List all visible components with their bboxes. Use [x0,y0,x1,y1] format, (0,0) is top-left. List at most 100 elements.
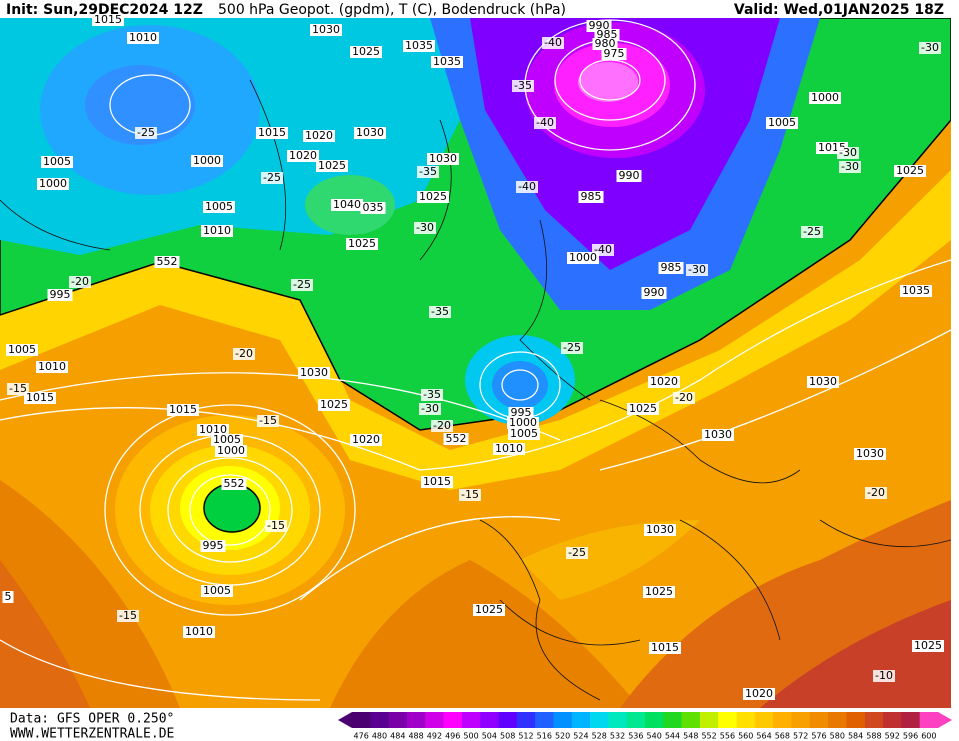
isobar-label: 990 [644,286,665,299]
isobar-label: 1035 [405,39,433,52]
colorbar-label: 516 [537,732,552,741]
isobar-label: 1025 [914,639,942,652]
label-box [766,117,798,129]
temperature-label: -25 [563,341,581,354]
label-box [912,640,944,652]
isobar-label: 1010 [203,224,231,237]
colorbar-swatch [736,712,756,728]
label-box [649,642,681,654]
temperature-label: -25 [568,546,586,559]
label-box [24,392,56,404]
label-box [287,150,319,162]
label-box [900,285,932,297]
label-box [69,276,91,288]
colorbar-label: 528 [592,732,607,741]
temperature-label: -30 [416,221,434,234]
temperature-label: -25 [803,225,821,238]
label-box [616,170,642,182]
label-box [459,489,481,501]
colorbar-label: 488 [408,732,423,741]
label-box [512,80,534,92]
isobar-label: 1020 [650,375,678,388]
isobar-label: 1000 [509,416,537,429]
colorbar-label: 508 [500,732,515,741]
colorbar-swatch [901,712,921,728]
label-box [215,445,247,457]
colorbar-label: 536 [628,732,643,741]
isobar-label: 980 [595,37,616,50]
isobar-label: 1015 [94,13,122,26]
label-box [686,264,708,276]
isobar-label: 995 [203,539,224,552]
colorbar-swatch [425,712,445,728]
colorbar-label: 580 [830,732,845,741]
colorbar-label: 512 [518,732,533,741]
temperature-label: -15 [9,382,27,395]
label-box [429,306,451,318]
isobar-label: 552 [157,255,178,268]
isobar-label: 995 [50,288,71,301]
isobar-label: 1020 [352,433,380,446]
colorbar-swatch [480,712,499,728]
isobar-label: 552 [224,477,245,490]
label-box [419,403,441,415]
label-box [801,226,823,238]
label-box [807,376,839,388]
isobar-label: 1015 [169,403,197,416]
temperature-label: -15 [461,488,479,501]
temperature-label: -35 [431,305,449,318]
temperature-label: -20 [675,391,693,404]
temperature-label: -30 [839,146,857,159]
isobar-label: 1030 [856,447,884,460]
isobar-label: 1005 [205,200,233,213]
isobar-label: 1010 [129,31,157,44]
colorbar-swatch [498,712,518,728]
label-box [346,238,378,250]
label-box [201,225,233,237]
isobar-label: 1020 [745,687,773,700]
isobar-label: 035 [363,201,384,214]
isobar-label: 985 [581,190,602,203]
colorbar-label: 568 [775,732,790,741]
temperature-label: -40 [536,116,554,129]
label-box [873,670,895,682]
isobar-label: 1000 [811,91,839,104]
label-box [221,478,247,490]
label-box [316,160,348,172]
isobar-label: 1000 [569,251,597,264]
isobar-label: 1005 [213,433,241,446]
isobar-label: 990 [589,19,610,32]
isobar-label: 985 [661,261,682,274]
colorbar-swatch [791,712,811,728]
colorbar-swatch [352,712,371,728]
temperature-label: -25 [293,278,311,291]
label-box [37,178,69,190]
isobar-label: 1005 [510,427,538,440]
colorbar-swatch [681,712,701,728]
isobar-label: 1010 [495,442,523,455]
isobar-label: 1015 [26,391,54,404]
colorbar-swatch [535,712,554,728]
label-box [507,417,539,429]
colorbar-swatch [864,712,884,728]
isobar-label: 1025 [348,237,376,250]
isobar-label: 1005 [8,343,36,356]
temperature-label: -30 [688,263,706,276]
label-box [117,610,139,622]
temperature-label: -30 [421,402,439,415]
temperature-label: -15 [267,519,285,532]
isobar-label: 1015 [651,641,679,654]
label-box [421,476,453,488]
label-box [298,367,330,379]
label-box [534,117,556,129]
colorbar-swatch [553,712,573,728]
colorbar-label: 540 [647,732,662,741]
label-box [2,591,14,603]
label-box [47,289,73,301]
colorbar-label: 544 [665,732,680,741]
colorbar-swatch [809,712,829,728]
isobar-label: 1020 [305,129,333,142]
colorbar-swatch [608,712,628,728]
